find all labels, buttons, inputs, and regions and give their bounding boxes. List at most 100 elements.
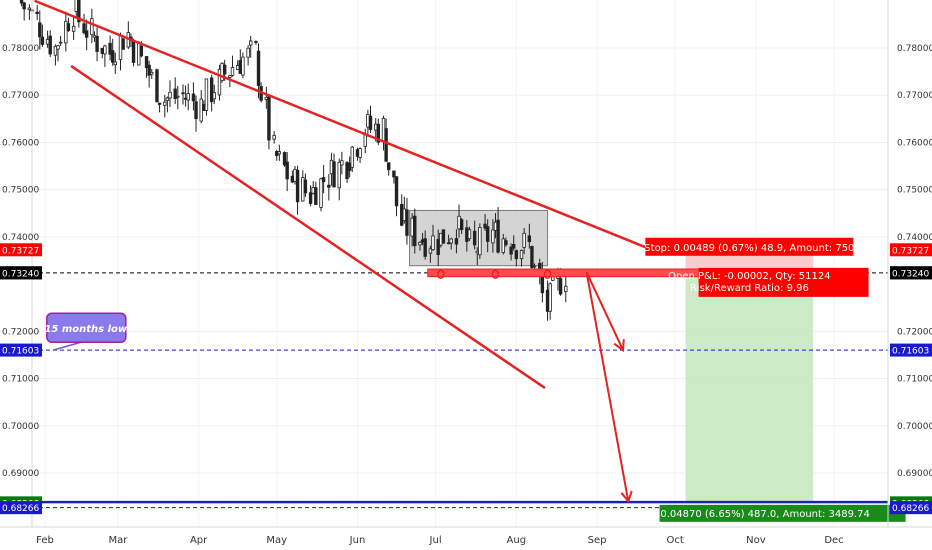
price-badge-text-left: 0.73240 — [2, 269, 39, 279]
candle-body — [327, 184, 331, 188]
candle-body — [222, 64, 227, 75]
time-axis-label: Mar — [108, 535, 128, 546]
price-badge-left — [0, 243, 42, 257]
candle-body — [530, 246, 534, 268]
candle-body — [27, 7, 32, 10]
candle-body — [384, 128, 388, 162]
candle-body — [337, 161, 341, 189]
arrow-head-icon — [613, 339, 625, 353]
stop-label-box — [645, 237, 854, 256]
candle-body — [38, 22, 42, 38]
candle-body — [157, 102, 162, 105]
candle-body — [147, 64, 151, 76]
candle-body — [512, 244, 516, 249]
projection-arrow[interactable] — [585, 271, 624, 351]
price-tick-label-right: 0.72000 — [897, 327, 932, 337]
candle-body — [254, 41, 258, 43]
candle-body — [308, 192, 313, 204]
note-text: 15 months low — [44, 324, 127, 335]
candle-body — [551, 276, 555, 281]
candle-body — [56, 45, 60, 50]
touch-point-marker[interactable] — [543, 269, 552, 280]
candle-body — [491, 229, 495, 244]
candle-body — [392, 170, 396, 178]
price-tick-label-left: 0.71000 — [2, 375, 39, 385]
price-tick-label-left: 0.75000 — [2, 186, 39, 196]
price-badge-left — [0, 266, 42, 280]
candle-body — [319, 178, 323, 208]
price-tick-label-right: 0.69000 — [897, 469, 932, 479]
price-tick-label-right: 0.71000 — [897, 375, 932, 385]
price-tick-label-left: 0.78000 — [2, 44, 39, 54]
candle-body — [303, 179, 308, 194]
candle-body — [22, 2, 26, 10]
candle-body — [144, 56, 149, 69]
candle-body — [150, 72, 154, 75]
risk-reward-label: Risk/Reward Ratio: 9.96 — [690, 283, 809, 294]
candle-body — [82, 23, 86, 34]
candle-body — [558, 278, 563, 295]
candle-body — [256, 50, 261, 86]
candle-body — [376, 123, 381, 143]
price-badge-text-right: 0.71603 — [892, 347, 929, 357]
candle-body — [191, 93, 196, 102]
drawing-tools[interactable]: 15 months low — [34, 0, 713, 504]
candle-body — [113, 61, 118, 66]
candle-body — [459, 219, 464, 231]
price-badge-left — [0, 343, 42, 357]
candle-body — [514, 250, 519, 260]
candle-body — [35, 11, 39, 14]
price-tick-label-left: 0.76000 — [2, 138, 39, 148]
time-axis-label: Oct — [667, 535, 684, 546]
candle-body — [332, 161, 336, 188]
candle-body — [485, 226, 490, 242]
candle-body — [478, 227, 482, 256]
price-badge-text-left: 0.71603 — [2, 347, 39, 357]
note-box[interactable] — [46, 312, 127, 343]
candle-body — [295, 169, 300, 203]
candle-body — [66, 23, 71, 32]
note-pointer — [52, 341, 82, 351]
channel-upper-line[interactable] — [34, 0, 650, 250]
price-badge-right — [890, 266, 932, 280]
candle-body — [53, 45, 58, 56]
candle-body — [121, 38, 125, 50]
channel-lower-line[interactable] — [70, 64, 546, 390]
candle-body — [71, 25, 76, 32]
candle-body — [418, 241, 422, 246]
time-axis-label: Jul — [429, 535, 442, 546]
touch-point-marker[interactable] — [437, 269, 445, 280]
candle-body — [428, 248, 433, 254]
candle-body — [84, 30, 89, 38]
arrow-head-icon — [620, 490, 633, 504]
candle-body — [209, 77, 214, 103]
candle-body — [230, 67, 235, 76]
candle-body — [272, 135, 276, 140]
price-tick-label-right: 0.76000 — [897, 138, 932, 148]
candle-body — [194, 101, 198, 120]
candle-body — [501, 238, 505, 253]
candle-body — [108, 42, 112, 55]
candle-body — [212, 92, 216, 100]
candle-body — [394, 176, 399, 207]
price-tick-label-right: 0.78000 — [897, 44, 932, 54]
time-axis-label: May — [266, 535, 287, 546]
position-labels: Stop: 0.00489 (0.67%) 48.9, Amount: 750 O… — [622, 237, 906, 522]
price-tick-label-left: 0.72000 — [2, 327, 39, 337]
candle-body — [181, 92, 185, 95]
take-profit-zone — [685, 272, 814, 503]
price-tick-label-left: 0.74000 — [2, 233, 39, 243]
price-badge-text-right: 0.73727 — [892, 246, 929, 256]
price-badge-right — [890, 343, 932, 357]
candle-body — [321, 177, 326, 183]
candle-body — [176, 95, 180, 98]
candle-body — [139, 45, 144, 57]
price-badge-text-right: 0.73240 — [892, 269, 929, 279]
projection-arrow[interactable] — [585, 272, 630, 502]
touch-point-marker[interactable] — [491, 269, 500, 280]
candle-body — [103, 45, 107, 55]
candle-body — [454, 238, 459, 245]
candle-body — [282, 152, 287, 166]
candle-body — [548, 283, 552, 312]
